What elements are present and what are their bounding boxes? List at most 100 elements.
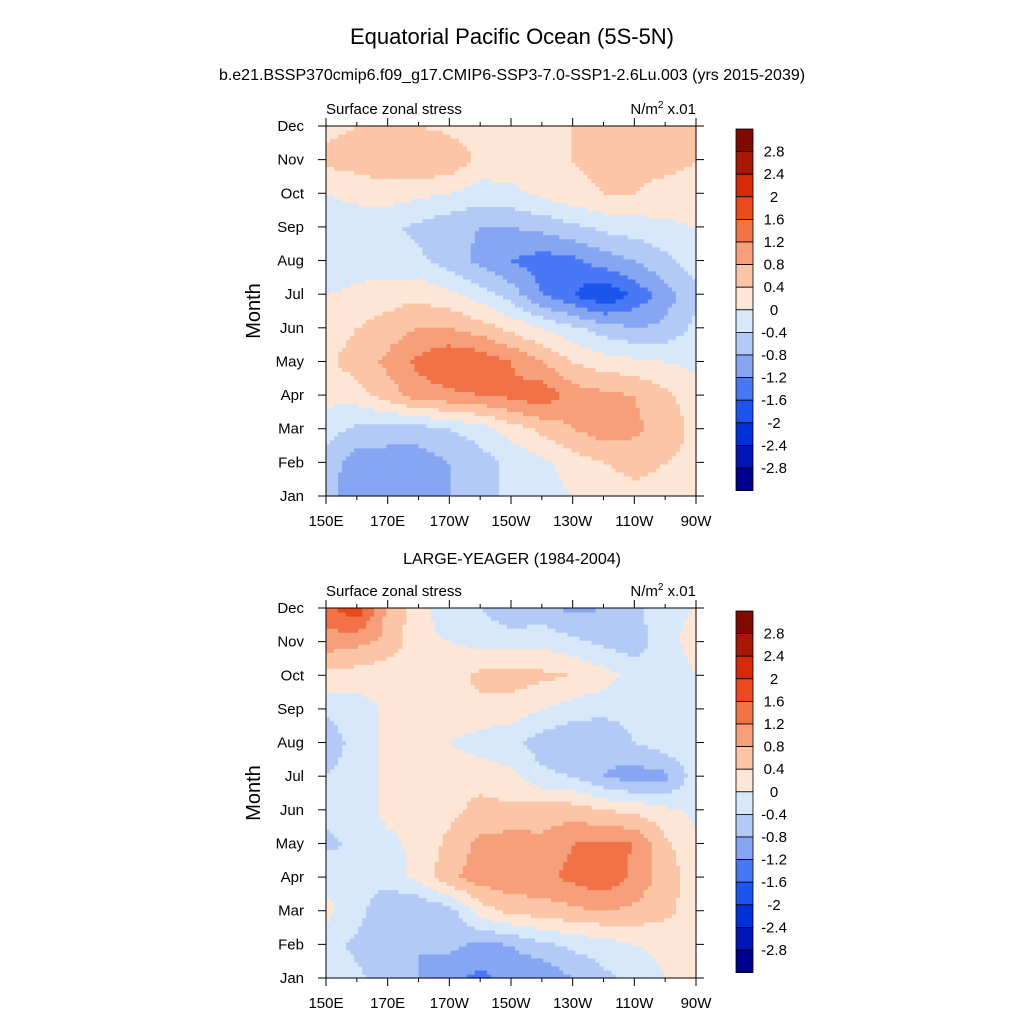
contour-cell	[615, 319, 621, 324]
contour-cell	[370, 471, 375, 477]
contour-cell	[458, 447, 464, 453]
contour-cell	[414, 359, 420, 364]
contour-cell	[478, 331, 484, 336]
contour-cell	[551, 467, 556, 473]
contour-cell	[502, 343, 508, 348]
contour-cell	[627, 335, 633, 340]
contour-cell	[599, 399, 605, 405]
contour-cell	[539, 455, 544, 461]
contour-cell	[531, 391, 536, 397]
contour-cell	[446, 415, 452, 421]
contour-cell	[619, 447, 625, 453]
contour-cell	[394, 298, 399, 304]
contour-cell	[462, 298, 468, 304]
contour-cell	[619, 355, 625, 360]
contour-cell	[478, 371, 484, 376]
contour-cell	[519, 463, 524, 469]
contour-cell	[667, 319, 673, 324]
contour-cell	[603, 475, 609, 481]
contour-cell	[579, 391, 584, 397]
contour-cell	[531, 407, 536, 413]
contour-cell	[547, 391, 552, 397]
contour-cell	[679, 335, 685, 340]
contour-cell	[515, 367, 520, 372]
contour-cell	[623, 298, 629, 304]
contour-cell	[555, 435, 560, 441]
contour-cell	[611, 290, 617, 296]
contour-cell	[474, 395, 480, 401]
contour-cell	[591, 431, 597, 437]
contour-cell	[643, 290, 649, 296]
contour-cell	[506, 367, 512, 372]
contour-cell	[470, 323, 476, 328]
contour-cell	[362, 335, 367, 340]
contour-cell	[675, 419, 681, 425]
contour-cell	[330, 355, 335, 360]
contour-cell	[635, 302, 641, 308]
contour-cell	[615, 419, 621, 425]
contour-cell	[362, 323, 367, 328]
contour-cell	[406, 423, 412, 429]
contour-cell	[603, 403, 609, 409]
contour-cell	[627, 282, 633, 288]
contour-cell	[390, 298, 395, 304]
contour-cell	[591, 323, 597, 328]
contour-cell	[358, 463, 363, 469]
contour-cell	[490, 471, 496, 477]
contour-cell	[535, 363, 540, 368]
contour-cell	[519, 278, 524, 284]
contour-cell	[454, 363, 460, 368]
contour-cell	[342, 327, 347, 332]
contour-cell	[454, 407, 460, 413]
contour-cell	[639, 331, 645, 336]
contour-cell	[446, 359, 452, 364]
contour-cell	[450, 379, 456, 384]
contour-cell	[675, 290, 681, 296]
contour-cell	[607, 319, 613, 324]
contour-cell	[559, 463, 564, 469]
contour-cell	[631, 282, 637, 288]
contour-cell	[422, 463, 428, 469]
contour-cell	[571, 423, 576, 429]
contour-cell	[627, 387, 633, 393]
contour-cell	[611, 395, 617, 401]
contour-cell	[454, 475, 460, 481]
contour-cell	[398, 439, 404, 445]
contour-cell	[454, 467, 460, 473]
contour-cell	[523, 339, 528, 344]
contour-cell	[595, 483, 601, 489]
contour-cell	[527, 278, 532, 284]
contour-cell	[655, 411, 661, 417]
contour-cell	[438, 459, 444, 465]
contour-cell	[482, 286, 488, 292]
contour-cell	[430, 290, 436, 296]
contour-cell	[330, 451, 335, 457]
contour-cell	[406, 311, 412, 316]
contour-cell	[486, 343, 492, 348]
contour-cell	[639, 387, 645, 393]
contour-cell	[551, 355, 556, 360]
contour-cell	[643, 306, 649, 312]
contour-cell	[450, 399, 456, 405]
contour-cell	[450, 419, 456, 425]
contour-cell	[482, 294, 488, 300]
contour-cell	[490, 347, 496, 352]
contour-cell	[679, 479, 685, 485]
contour-cell	[450, 278, 456, 284]
contour-cell	[326, 407, 331, 413]
contour-cell	[502, 359, 508, 364]
contour-cell	[623, 411, 629, 417]
contour-cell	[655, 427, 661, 433]
contour-cell	[643, 302, 649, 308]
contour-cell	[675, 379, 681, 384]
contour-cell	[551, 403, 556, 409]
contour-cell	[527, 427, 532, 433]
contour-cell	[611, 399, 617, 405]
contour-cell	[498, 391, 504, 397]
contour-cell	[631, 339, 637, 344]
contour-cell	[354, 463, 359, 469]
contour-cell	[430, 483, 436, 489]
contour-cell	[551, 391, 556, 397]
contour-cell	[679, 399, 685, 405]
contour-cell	[535, 278, 540, 284]
